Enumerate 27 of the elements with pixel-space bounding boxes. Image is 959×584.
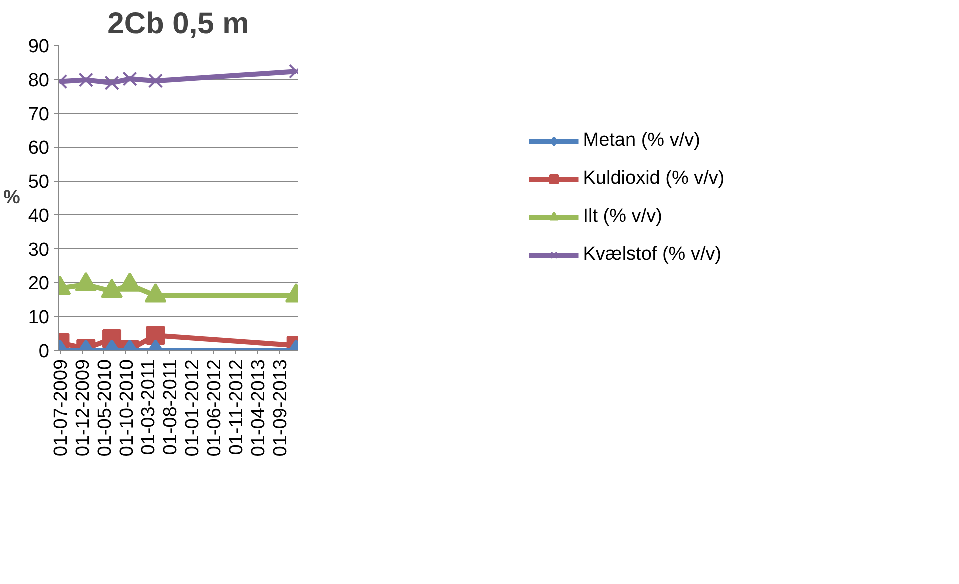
y-tick-label: 30: [28, 240, 50, 261]
y-tick-label: 50: [28, 172, 50, 194]
legend-label: Ilt (% v/v): [583, 206, 662, 228]
legend-label: Kuldioxid (% v/v): [583, 168, 725, 190]
legend-label: Kvælstof (% v/v): [583, 244, 722, 266]
x-tick-label: 01-10-2010: [116, 359, 138, 457]
x-tick-label: 01-09-2013: [270, 359, 292, 457]
x-tick-label: 01-06-2012: [204, 359, 226, 457]
x-tick-label: 01-05-2010: [94, 359, 116, 457]
x-tick-label: 01-12-2009: [73, 359, 94, 457]
x-tick-label: 01-03-2011: [138, 360, 160, 456]
y-tick-label: 20: [28, 274, 50, 295]
x-tick-label: 01-01-2012: [182, 359, 204, 457]
legend-label: Metan (% v/v): [583, 130, 700, 152]
chart-title: 2Cb 0,5 m: [108, 8, 250, 40]
x-tick-label: 01-11-2012: [226, 360, 248, 456]
y-tick-label: 80: [28, 70, 50, 92]
y-tick-label: 10: [28, 308, 50, 329]
y-tick-label: 40: [28, 206, 50, 227]
x-tick-label: 01-08-2011: [160, 360, 182, 456]
y-tick-label: 60: [28, 138, 50, 160]
x-tick-label: 01-07-2009: [51, 359, 72, 457]
y-tick-label: 0: [38, 342, 50, 362]
y-tick-label: 70: [28, 104, 50, 126]
y-tick-label: 90: [28, 36, 50, 58]
x-tick-label: 01-04-2013: [248, 359, 270, 457]
y-axis-title: %: [3, 188, 20, 208]
